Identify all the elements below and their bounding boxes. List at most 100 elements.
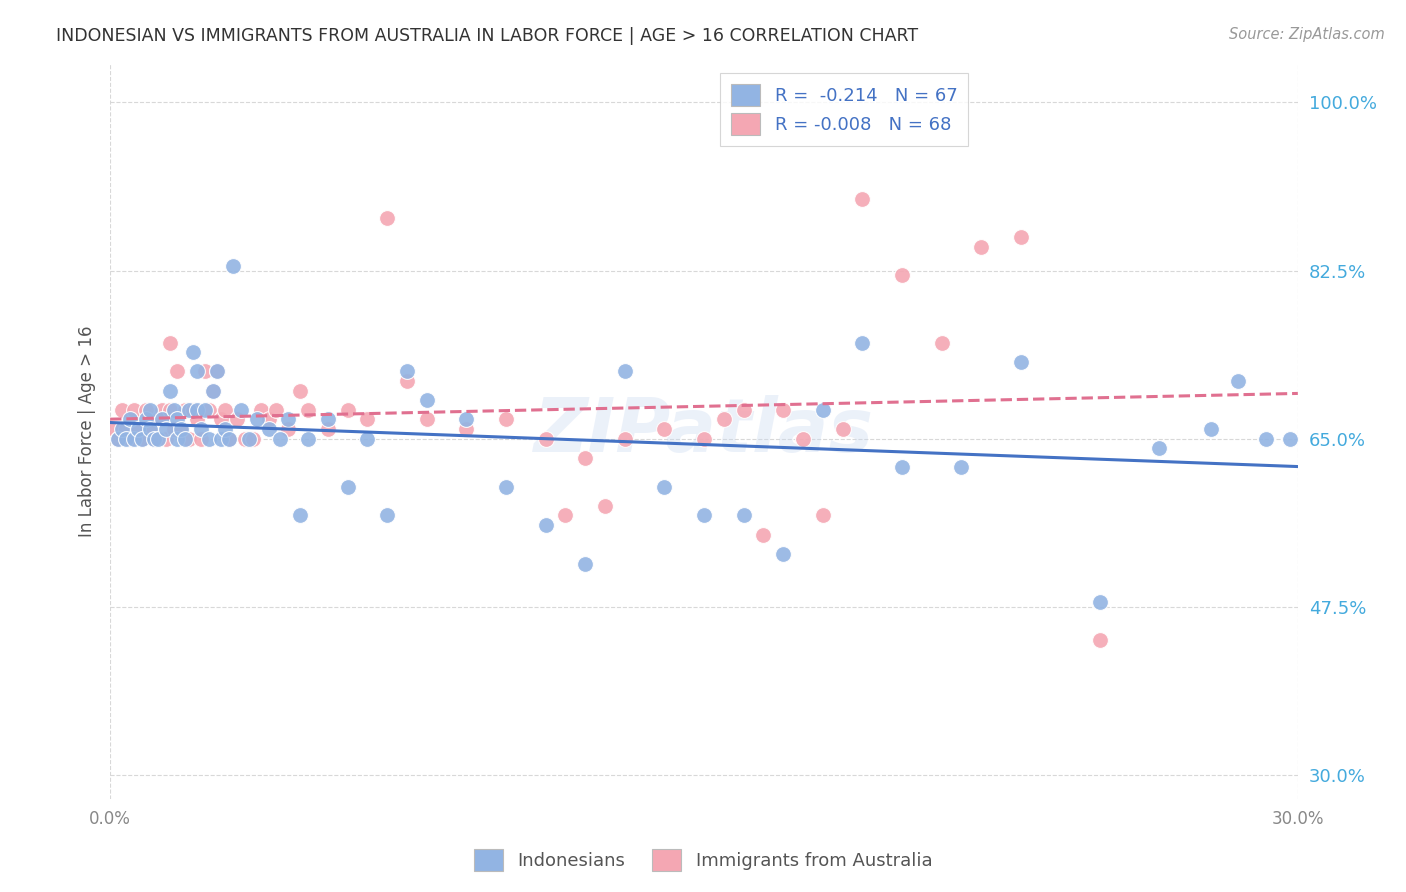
Point <box>375 508 398 523</box>
Point <box>277 422 299 436</box>
Point <box>931 335 953 350</box>
Point <box>214 422 236 436</box>
Point <box>162 402 184 417</box>
Point <box>752 527 775 541</box>
Point <box>257 412 280 426</box>
Point <box>356 412 378 426</box>
Point <box>205 364 228 378</box>
Point <box>772 402 794 417</box>
Point <box>1088 595 1111 609</box>
Point <box>115 432 138 446</box>
Point <box>1010 355 1032 369</box>
Point <box>792 432 814 446</box>
Point <box>290 508 312 523</box>
Point <box>654 480 676 494</box>
Point <box>186 412 208 426</box>
Point <box>416 393 439 408</box>
Point <box>593 499 616 513</box>
Point <box>713 412 735 426</box>
Legend: R =  -0.214   N = 67, R = -0.008   N = 68: R = -0.214 N = 67, R = -0.008 N = 68 <box>720 73 969 146</box>
Point <box>166 364 188 378</box>
Point <box>851 335 873 350</box>
Point <box>222 259 245 273</box>
Point <box>181 345 204 359</box>
Point <box>456 422 478 436</box>
Point <box>170 422 193 436</box>
Point <box>1278 432 1301 446</box>
Point <box>238 432 260 446</box>
Point <box>159 335 181 350</box>
Point <box>218 432 240 446</box>
Point <box>890 268 912 283</box>
Point <box>396 364 419 378</box>
Point <box>336 402 359 417</box>
Point <box>107 432 129 446</box>
Point <box>554 508 576 523</box>
Point <box>186 402 208 417</box>
Point <box>574 450 596 465</box>
Point <box>534 518 557 533</box>
Point <box>146 412 169 426</box>
Point <box>194 364 217 378</box>
Point <box>174 402 197 417</box>
Point <box>162 422 184 436</box>
Point <box>356 432 378 446</box>
Point <box>122 432 145 446</box>
Point <box>290 384 312 398</box>
Y-axis label: In Labor Force | Age > 16: In Labor Force | Age > 16 <box>79 326 96 537</box>
Point <box>155 422 177 436</box>
Point <box>534 432 557 446</box>
Point <box>198 402 221 417</box>
Point <box>118 412 141 426</box>
Point <box>139 422 162 436</box>
Point <box>851 192 873 206</box>
Point <box>297 402 319 417</box>
Point <box>139 402 162 417</box>
Point <box>269 432 291 446</box>
Point <box>122 402 145 417</box>
Point <box>111 402 134 417</box>
Point <box>1088 633 1111 648</box>
Point <box>574 557 596 571</box>
Point <box>139 422 162 436</box>
Point <box>131 432 153 446</box>
Point <box>375 211 398 225</box>
Point <box>166 412 188 426</box>
Point <box>950 460 973 475</box>
Point <box>733 402 755 417</box>
Point <box>811 508 834 523</box>
Point <box>733 508 755 523</box>
Point <box>1256 432 1278 446</box>
Point <box>613 364 636 378</box>
Point <box>166 432 188 446</box>
Point <box>142 432 165 446</box>
Point <box>811 402 834 417</box>
Point <box>277 412 299 426</box>
Point <box>456 412 478 426</box>
Point <box>495 412 517 426</box>
Point <box>890 460 912 475</box>
Point <box>198 432 221 446</box>
Point <box>654 422 676 436</box>
Point <box>179 402 201 417</box>
Point <box>772 547 794 561</box>
Point <box>693 508 716 523</box>
Point <box>131 432 153 446</box>
Text: ZIPatlas: ZIPatlas <box>534 395 875 468</box>
Point <box>831 422 853 436</box>
Point <box>246 412 269 426</box>
Point <box>186 364 208 378</box>
Point <box>416 412 439 426</box>
Point <box>179 432 201 446</box>
Point <box>214 402 236 417</box>
Point <box>146 432 169 446</box>
Point <box>170 422 193 436</box>
Point <box>266 402 288 417</box>
Point <box>205 364 228 378</box>
Point <box>396 374 419 388</box>
Point <box>209 432 232 446</box>
Point <box>257 422 280 436</box>
Point <box>127 422 149 436</box>
Point <box>242 432 264 446</box>
Point <box>150 402 173 417</box>
